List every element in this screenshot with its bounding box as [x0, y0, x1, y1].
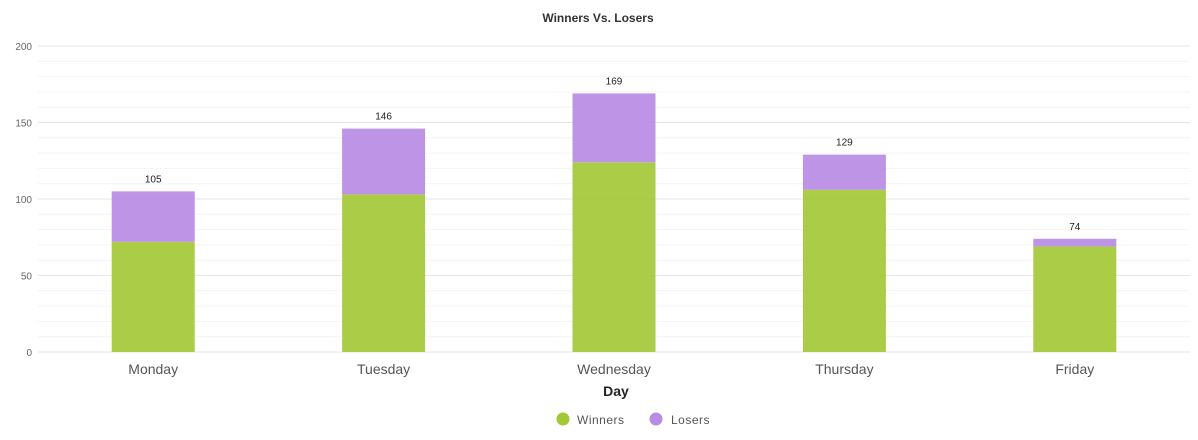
bar-winners-wednesday[interactable] [572, 162, 656, 352]
y-tick-label: 150 [15, 119, 32, 130]
data-label-total: 169 [606, 76, 623, 87]
data-label-total: 74 [1069, 222, 1081, 233]
x-tick-label: Monday [128, 361, 178, 377]
data-label-total: 129 [836, 138, 853, 149]
bar-winners-thursday[interactable] [802, 189, 886, 352]
bar-winners-friday[interactable] [1033, 246, 1117, 352]
bars [111, 93, 1117, 352]
legend-label-losers[interactable]: Losers [671, 413, 710, 427]
legend-swatch-winners[interactable] [556, 412, 570, 426]
y-tick-label: 0 [26, 348, 32, 359]
bar-losers-wednesday[interactable] [572, 93, 656, 163]
chart-title: Winners Vs. Losers [542, 11, 654, 25]
x-axis-ticks: Monday Tuesday Wednesday Thursday Friday [128, 361, 1094, 377]
bar-losers-friday[interactable] [1033, 238, 1117, 247]
x-axis-label: Day [603, 383, 629, 399]
legend-swatch-losers[interactable] [649, 412, 663, 426]
x-tick-label: Wednesday [577, 361, 651, 377]
bar-losers-tuesday[interactable] [342, 128, 426, 195]
y-tick-label: 50 [21, 272, 33, 283]
bar-losers-thursday[interactable] [802, 154, 886, 190]
bar-winners-monday[interactable] [111, 241, 195, 352]
y-axis-ticks: 0 50 100 150 200 [15, 42, 32, 359]
legend: Winners Losers [556, 412, 710, 427]
data-labels: 105 146 169 129 74 [145, 76, 1081, 232]
bar-losers-monday[interactable] [111, 191, 195, 242]
x-tick-label: Thursday [815, 361, 873, 377]
data-label-total: 146 [375, 112, 392, 123]
x-tick-label: Friday [1055, 361, 1094, 377]
y-tick-label: 200 [15, 42, 32, 53]
data-label-total: 105 [145, 174, 162, 185]
y-tick-label: 100 [15, 195, 32, 206]
x-tick-label: Tuesday [357, 361, 410, 377]
legend-label-winners[interactable]: Winners [577, 413, 625, 427]
bar-winners-tuesday[interactable] [342, 194, 426, 352]
